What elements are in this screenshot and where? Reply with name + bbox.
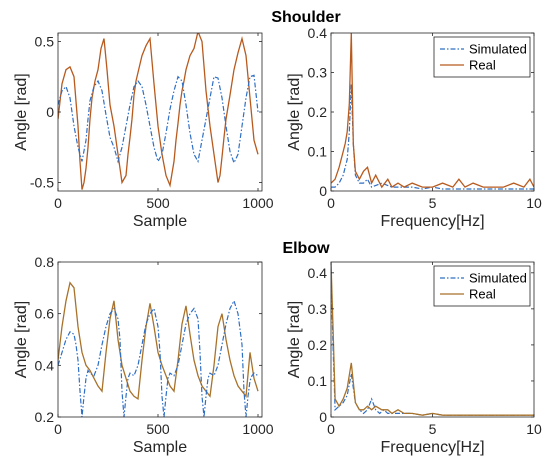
series-line-real — [58, 33, 259, 190]
y-tick-label: -0.5 — [30, 175, 54, 191]
y-tick-label: 0.4 — [35, 357, 55, 373]
chart-elbow-time: 0 500 1000 0.2 0.4 0.6 0.8 Sample Angle [rad] — [13, 254, 274, 456]
x-tick-label: 0 — [54, 421, 62, 437]
y-axis-label: Angle [rad] — [286, 73, 303, 150]
x-tick-label: 5 — [429, 195, 437, 211]
y-tick-label: 0.4 — [308, 265, 328, 281]
x-axis-label: Sample — [133, 213, 187, 230]
series-line-simulated — [331, 84, 534, 190]
y-tick-label: 0.8 — [35, 254, 55, 270]
y-tick-label: 0 — [319, 183, 327, 199]
series-line-simulated — [58, 299, 259, 417]
legend-label-simulated: Simulated — [469, 271, 527, 286]
section-title-elbow: Elbow — [282, 240, 330, 257]
y-tick-label: 0.3 — [308, 65, 328, 81]
series-line-real — [331, 262, 534, 416]
series-line-simulated — [58, 74, 259, 165]
x-tick-label: 10 — [526, 421, 542, 437]
x-tick-label: 1000 — [242, 195, 273, 211]
x-tick-label: 1000 — [242, 421, 273, 437]
y-tick-label: 0.2 — [308, 337, 328, 353]
y-tick-label: 0.2 — [308, 104, 328, 120]
x-axis-label: Frequency[Hz] — [380, 439, 484, 456]
y-tick-label: 0.3 — [308, 301, 328, 317]
chart-elbow-freq: 0 5 10 0 0.1 0.2 0.3 0.4 Frequency[Hz] Angle [rad… — [286, 261, 542, 456]
x-tick-label: 0 — [327, 421, 335, 437]
y-axis-label: Angle [rad] — [286, 301, 303, 378]
x-axis-label: Sample — [133, 439, 187, 456]
y-tick-label: 0.1 — [308, 144, 328, 160]
x-tick-label: 0 — [327, 195, 335, 211]
series-line-real — [331, 33, 534, 189]
section-title-shoulder: Shoulder — [271, 9, 340, 26]
x-tick-label: 0 — [54, 195, 62, 211]
y-tick-label: 0 — [46, 104, 54, 120]
x-tick-label: 500 — [146, 195, 170, 211]
legend-box — [433, 36, 531, 78]
y-axis-label: Angle [rad] — [13, 301, 30, 378]
y-tick-label: 0.5 — [35, 33, 55, 49]
y-tick-label: 0.4 — [308, 25, 328, 41]
y-tick-label: 0.6 — [35, 306, 55, 322]
legend-label-simulated: Simulated — [469, 42, 527, 57]
y-axis-label: Angle [rad] — [13, 73, 30, 150]
x-tick-label: 500 — [146, 421, 170, 437]
y-tick-label: 0 — [319, 409, 327, 425]
legend-label-real: Real — [469, 58, 496, 73]
plot-frame — [57, 261, 263, 418]
series-line-real — [58, 281, 259, 401]
y-tick-label: 0.2 — [35, 409, 55, 425]
chart-shoulder-freq: 0 5 10 0 0.1 0.2 0.3 0.4 Frequency[Hz] Angle [rad… — [286, 25, 542, 230]
x-tick-label: 5 — [429, 421, 437, 437]
x-tick-label: 10 — [526, 195, 542, 211]
legend-box — [433, 265, 531, 307]
x-axis-label: Frequency[Hz] — [380, 213, 484, 230]
legend-label-real: Real — [469, 287, 496, 302]
y-tick-label: 0.1 — [308, 373, 328, 389]
